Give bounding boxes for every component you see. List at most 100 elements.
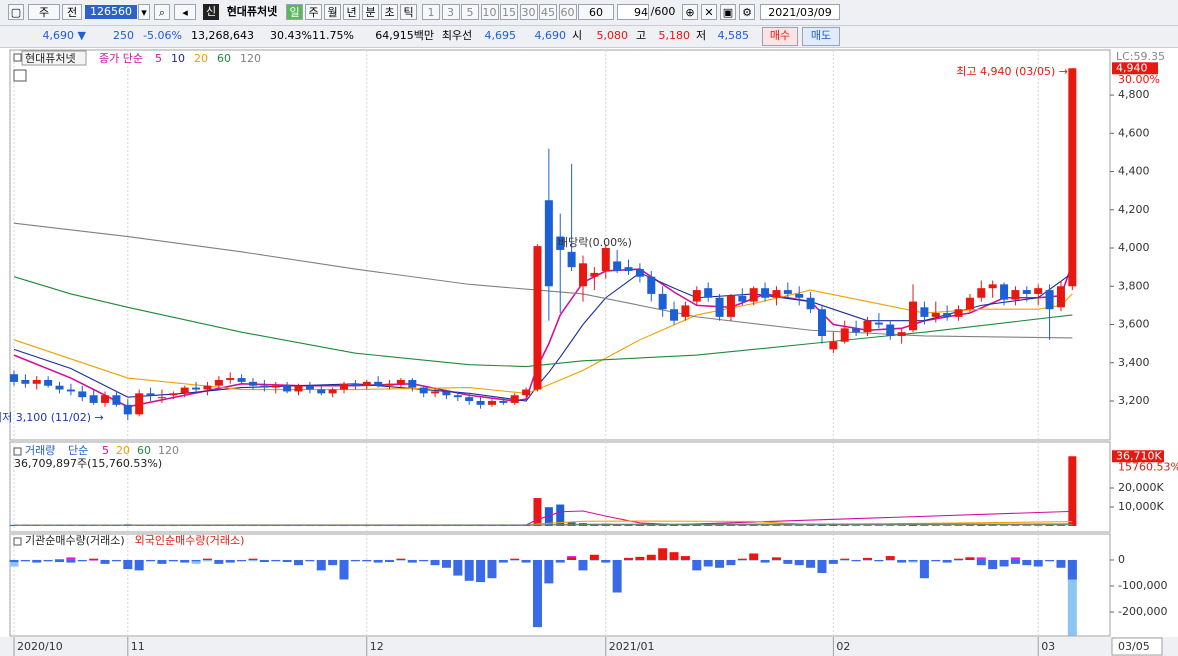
last-price-box: [1112, 62, 1158, 75]
investor-bar: [441, 559, 451, 568]
investor-bar: [874, 559, 884, 562]
step-button[interactable]: 5: [461, 4, 479, 20]
low-annotation: 최저 3,100 (11/02) →: [0, 411, 104, 424]
ratio2: 11.75%: [312, 29, 354, 42]
step-button[interactable]: 60: [558, 4, 577, 20]
open: 5,080: [596, 29, 629, 42]
candle-body: [44, 379, 53, 386]
price-panel: [9, 49, 1111, 441]
date-input[interactable]: 2021/03/09: [760, 4, 840, 20]
legend-entry: 기관순매수량(거래소): [25, 534, 125, 547]
investor-bar: [840, 559, 850, 561]
volume: 13,268,643: [191, 29, 254, 42]
investor-bar: [168, 559, 178, 562]
investor-bar: [1033, 559, 1043, 567]
legend-entry: 60: [217, 52, 231, 65]
count-input[interactable]: 94: [617, 4, 649, 20]
volume-bar: [772, 525, 781, 527]
step-button[interactable]: 10: [480, 4, 499, 20]
volume-bar: [738, 525, 747, 526]
investor-bar: [464, 559, 474, 581]
best-ask: 4,695: [484, 29, 517, 42]
price: 4,690 ▼: [42, 29, 86, 42]
volume-bar: [761, 525, 770, 527]
period-select[interactable]: 주: [28, 4, 60, 20]
candle-body: [601, 248, 610, 271]
prev-button[interactable]: 전: [62, 4, 82, 20]
step-button[interactable]: 3: [441, 4, 460, 20]
volume-bar: [692, 525, 701, 526]
step-button[interactable]: 45: [539, 4, 557, 20]
interval-button[interactable]: 년: [343, 4, 360, 20]
candle-body: [510, 395, 519, 403]
investor-bar: [919, 559, 929, 579]
investor-bar: [885, 556, 895, 560]
interval-button[interactable]: 월: [324, 4, 341, 20]
candle-body: [567, 251, 576, 268]
step-button[interactable]: 30: [519, 4, 538, 20]
investor-bar: [806, 559, 816, 568]
search-button[interactable]: ⌕: [154, 4, 170, 20]
candle-body: [260, 385, 269, 388]
candle-body: [909, 301, 918, 331]
interval-button[interactable]: 틱: [400, 4, 417, 20]
investor-bar: [430, 559, 440, 566]
investor-bar: [350, 559, 360, 562]
candle-body: [1068, 68, 1077, 287]
step-select[interactable]: 60: [578, 4, 614, 20]
code-input[interactable]: 126560: [85, 5, 137, 19]
step-button[interactable]: 15: [500, 4, 518, 20]
volume-bar: [954, 525, 963, 527]
legend-entry: 20: [116, 444, 130, 457]
investor-bar: [532, 559, 542, 628]
step-button[interactable]: 1: [422, 4, 440, 20]
investor-bar: [1056, 559, 1066, 568]
sell-button[interactable]: 매도: [802, 27, 840, 46]
buy-button[interactable]: 매수: [762, 27, 798, 46]
investor-bar: [794, 559, 804, 566]
volume-bar: [556, 504, 565, 526]
investor-bar: [669, 559, 679, 561]
volume-bar: [1000, 525, 1009, 527]
candle-body: [408, 379, 417, 388]
legend-box: [21, 50, 87, 66]
tool-1[interactable]: ⊕: [682, 4, 698, 20]
tool-3[interactable]: ▣: [720, 4, 736, 20]
x-tick-label: 2021/01: [609, 640, 655, 653]
code-dropdown[interactable]: ▾: [138, 4, 150, 20]
interval-button[interactable]: 일: [286, 4, 303, 20]
tool-2[interactable]: ✕: [701, 4, 717, 20]
candle-body: [328, 389, 337, 394]
candle-body: [10, 374, 18, 382]
interval-button[interactable]: 분: [362, 4, 379, 20]
y-tick-label: 3,200: [1118, 394, 1150, 407]
investor-bar: [9, 559, 19, 563]
x-tick-label: 02: [836, 640, 850, 653]
investor-bar: [362, 559, 372, 562]
candle-body: [943, 313, 952, 317]
investor-bar: [828, 559, 838, 564]
candle-body: [897, 332, 906, 336]
ma-line: [13, 289, 1073, 394]
legend-icon: [13, 447, 22, 456]
investor-bar: [1045, 559, 1055, 562]
y-tick-label: 10,000K: [1118, 500, 1164, 513]
candle-body: [351, 383, 360, 386]
sound-button[interactable]: ◂: [174, 4, 196, 20]
investor-bar: [510, 559, 520, 561]
investor-bar: [954, 558, 964, 560]
candle-body: [453, 395, 462, 398]
investor-bar: [89, 558, 99, 560]
interval-button[interactable]: 초: [381, 4, 398, 20]
investor-bar: [715, 559, 725, 568]
x-tick-label: 03: [1041, 640, 1055, 653]
volume-bar: [852, 525, 861, 527]
candle-body: [965, 297, 974, 310]
investor-bar: [328, 559, 338, 566]
menu-icon[interactable]: ▢: [8, 4, 24, 20]
volume-bar: [863, 525, 872, 527]
interval-button[interactable]: 주: [305, 4, 322, 20]
tool-4[interactable]: ⚙: [739, 4, 755, 20]
high-annotation: 최고 4,940 (03/05) →: [956, 65, 1068, 78]
volume-panel: [9, 441, 1111, 533]
